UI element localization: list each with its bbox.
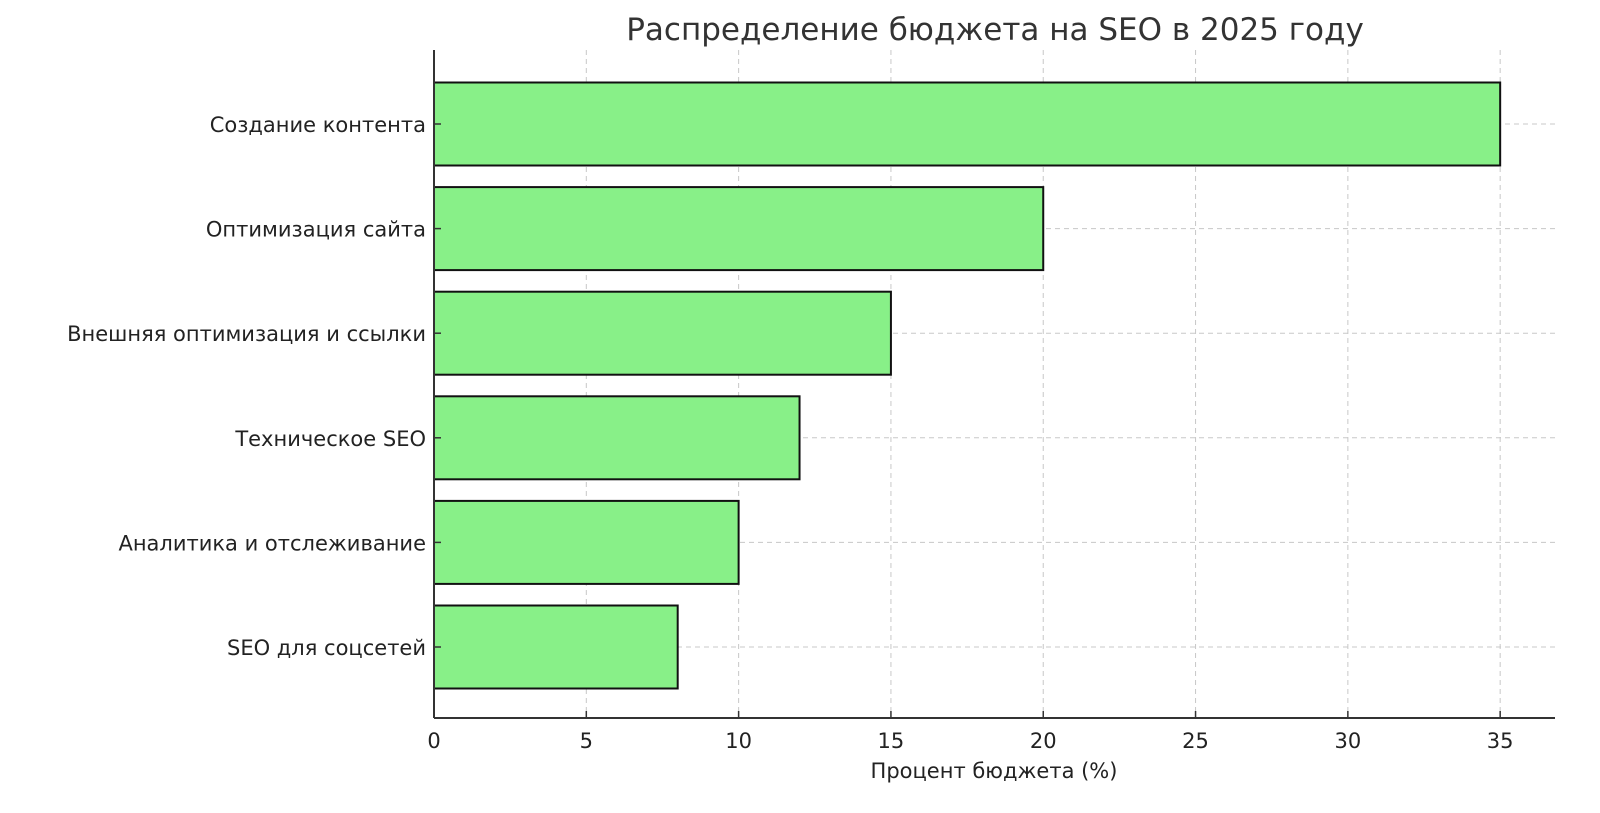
bar — [433, 395, 801, 481]
bar — [433, 604, 679, 690]
bars — [433, 81, 1502, 690]
axes: 0 5 10 15 20 25 30 35 Создание контента Оптимизац… — [67, 50, 1555, 753]
chart-title: Распределение бюджета на SEO в 2025 году — [626, 12, 1364, 48]
y-tick-label: Техническое SEO — [234, 427, 426, 451]
y-tick-label: Оптимизация сайта — [206, 218, 426, 242]
x-axis-label: Процент бюджета (%) — [871, 759, 1118, 783]
bar — [433, 499, 740, 585]
x-tick-label: 30 — [1334, 729, 1361, 753]
x-tick-label: 0 — [427, 729, 440, 753]
x-tick-label: 25 — [1182, 729, 1209, 753]
bar — [433, 290, 892, 376]
x-tick-label: 15 — [878, 729, 905, 753]
y-tick-label: Аналитика и отслеживание — [118, 531, 426, 555]
y-tick-label: SEO для соцсетей — [227, 636, 426, 660]
bar — [433, 81, 1502, 167]
bar — [433, 186, 1045, 272]
x-tick-label: 20 — [1030, 729, 1057, 753]
y-tick-label: Внешняя оптимизация и ссылки — [67, 322, 426, 346]
x-tick-label: 5 — [580, 729, 593, 753]
x-tick-label: 35 — [1487, 729, 1514, 753]
x-tick-label: 10 — [725, 729, 752, 753]
y-tick-label: Создание контента — [210, 113, 426, 137]
